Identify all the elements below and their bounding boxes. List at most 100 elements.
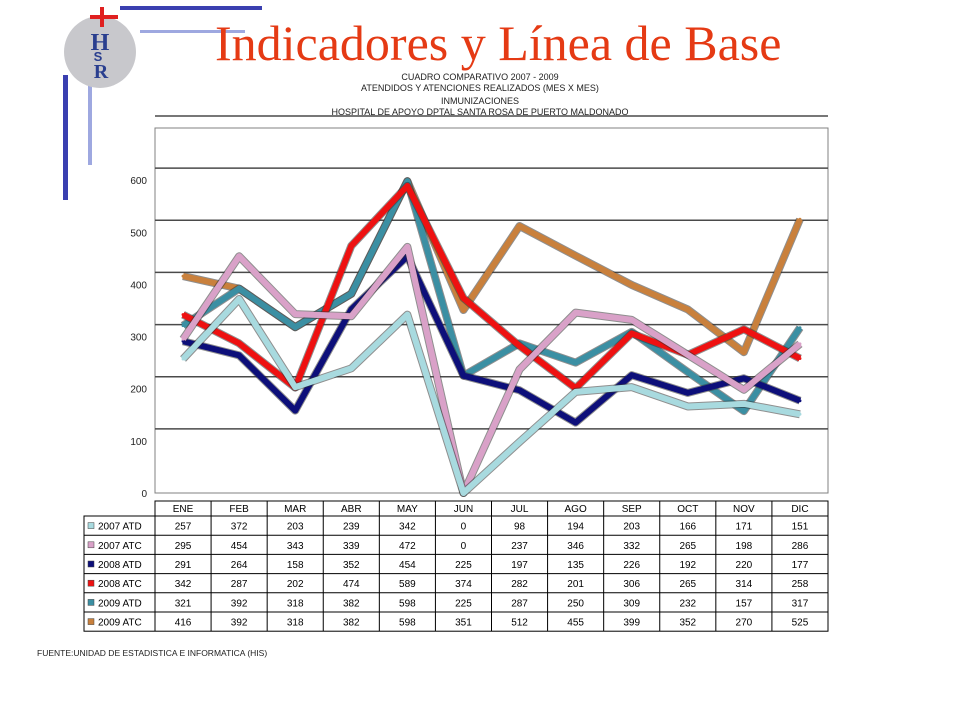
data-point bbox=[798, 356, 802, 360]
data-point bbox=[518, 367, 522, 371]
data-point bbox=[574, 390, 578, 394]
legend-label: 2009 ATD bbox=[98, 598, 142, 609]
table-cell-value: 455 bbox=[567, 618, 584, 629]
table-cell-value: 309 bbox=[623, 598, 640, 609]
table-cell-value: 291 bbox=[175, 560, 192, 571]
y-tick-label: 300 bbox=[130, 333, 147, 344]
data-point bbox=[742, 376, 746, 380]
table-cell-value: 318 bbox=[287, 618, 304, 629]
data-point bbox=[630, 373, 634, 377]
series-line bbox=[180, 243, 802, 496]
data-point bbox=[181, 313, 185, 317]
y-tick-label: 500 bbox=[130, 228, 147, 239]
table-cell-value: 321 bbox=[175, 598, 192, 609]
table-cell-value: 512 bbox=[511, 618, 528, 629]
table-cell-value: 203 bbox=[287, 522, 304, 533]
data-point bbox=[742, 409, 746, 413]
table-cell-value: 282 bbox=[511, 579, 528, 590]
data-point bbox=[686, 391, 690, 395]
table-cell-value: 598 bbox=[399, 618, 416, 629]
table-cell-value: 157 bbox=[736, 598, 753, 609]
table-cell-value: 382 bbox=[343, 598, 360, 609]
data-point bbox=[798, 412, 802, 416]
table-cell-value: 202 bbox=[287, 579, 304, 590]
table-cell-value: 314 bbox=[736, 579, 753, 590]
y-tick-label: 0 bbox=[141, 489, 147, 500]
table-cell-value: 197 bbox=[511, 560, 528, 571]
data-point bbox=[405, 245, 409, 249]
table-cell-value: 270 bbox=[736, 618, 753, 629]
table-cell-value: 0 bbox=[461, 522, 467, 533]
table-cell-value: 203 bbox=[623, 522, 640, 533]
table-cell-value: 151 bbox=[792, 522, 809, 533]
table-cell-value: 287 bbox=[511, 598, 528, 609]
data-point bbox=[798, 326, 802, 330]
y-tick-label: 100 bbox=[130, 437, 147, 448]
decor-vertical-light-line bbox=[88, 30, 92, 165]
decor-horizontal-light-line bbox=[140, 30, 245, 33]
data-point bbox=[630, 331, 634, 335]
table-cell-value: 225 bbox=[455, 598, 472, 609]
table-cell-value: 295 bbox=[175, 541, 192, 552]
chart-title-line-4: HOSPITAL DE APOYO DPTAL SANTA ROSA DE PU… bbox=[331, 107, 629, 117]
data-point bbox=[293, 312, 297, 316]
table-cell-value: 339 bbox=[343, 541, 360, 552]
table-cell-value: 226 bbox=[623, 560, 640, 571]
table-cell-value: 98 bbox=[514, 522, 526, 533]
table-cell-value: 239 bbox=[343, 522, 360, 533]
x-tick-label: SEP bbox=[622, 504, 642, 515]
data-point bbox=[181, 357, 185, 361]
series-line bbox=[182, 253, 802, 426]
table-cell-value: 342 bbox=[175, 579, 192, 590]
data-point bbox=[798, 217, 802, 221]
table-cell-value: 392 bbox=[231, 618, 248, 629]
legend-label: 2007 ATD bbox=[98, 522, 142, 533]
series-line bbox=[180, 296, 801, 496]
legend-label: 2008 ATC bbox=[98, 579, 142, 590]
table-cell-value: 346 bbox=[567, 541, 584, 552]
table-cell-value: 264 bbox=[231, 560, 248, 571]
x-tick-label: AGO bbox=[565, 504, 587, 515]
x-tick-label: ABR bbox=[341, 504, 362, 515]
table-cell-value: 454 bbox=[231, 541, 248, 552]
legend-swatch bbox=[87, 579, 95, 587]
decor-vertical-dark-line bbox=[63, 75, 68, 200]
data-point bbox=[686, 404, 690, 408]
x-tick-label: JUN bbox=[454, 504, 473, 515]
table-cell-value: 192 bbox=[679, 560, 696, 571]
data-point bbox=[405, 184, 409, 188]
data-point bbox=[405, 179, 409, 183]
table-cell-value: 306 bbox=[623, 579, 640, 590]
table-cell-value: 286 bbox=[792, 541, 809, 552]
x-tick-label: ENE bbox=[173, 504, 194, 515]
table-cell-value: 454 bbox=[399, 560, 416, 571]
y-tick-label: 400 bbox=[130, 280, 147, 291]
legend-swatch bbox=[87, 522, 95, 529]
x-tick-label: JUL bbox=[511, 504, 529, 515]
data-point bbox=[574, 421, 578, 425]
table-cell-value: 352 bbox=[679, 618, 696, 629]
svg-text:S: S bbox=[94, 49, 103, 64]
table-cell-value: 166 bbox=[679, 522, 696, 533]
chart-title-line-3: INMUNIZACIONES bbox=[440, 96, 519, 106]
table-cell-value: 598 bbox=[399, 598, 416, 609]
table-cell-value: 201 bbox=[567, 579, 584, 590]
x-tick-label: MAY bbox=[397, 504, 418, 515]
x-tick-label: FEB bbox=[229, 504, 249, 515]
series-line bbox=[181, 182, 802, 392]
y-tick-label: 200 bbox=[130, 385, 147, 396]
table-cell-value: 171 bbox=[736, 522, 753, 533]
table-cell-value: 343 bbox=[287, 541, 304, 552]
data-point bbox=[686, 307, 690, 311]
data-point bbox=[293, 409, 297, 413]
table-cell-value: 525 bbox=[792, 618, 809, 629]
y-tick-label: 600 bbox=[130, 176, 147, 187]
data-point bbox=[630, 283, 634, 287]
data-point bbox=[686, 353, 690, 357]
legend-swatch bbox=[87, 560, 95, 568]
table-cell-value: 318 bbox=[287, 598, 304, 609]
data-point bbox=[798, 342, 802, 346]
legend-label: 2007 ATC bbox=[98, 541, 142, 552]
data-point bbox=[237, 353, 241, 357]
